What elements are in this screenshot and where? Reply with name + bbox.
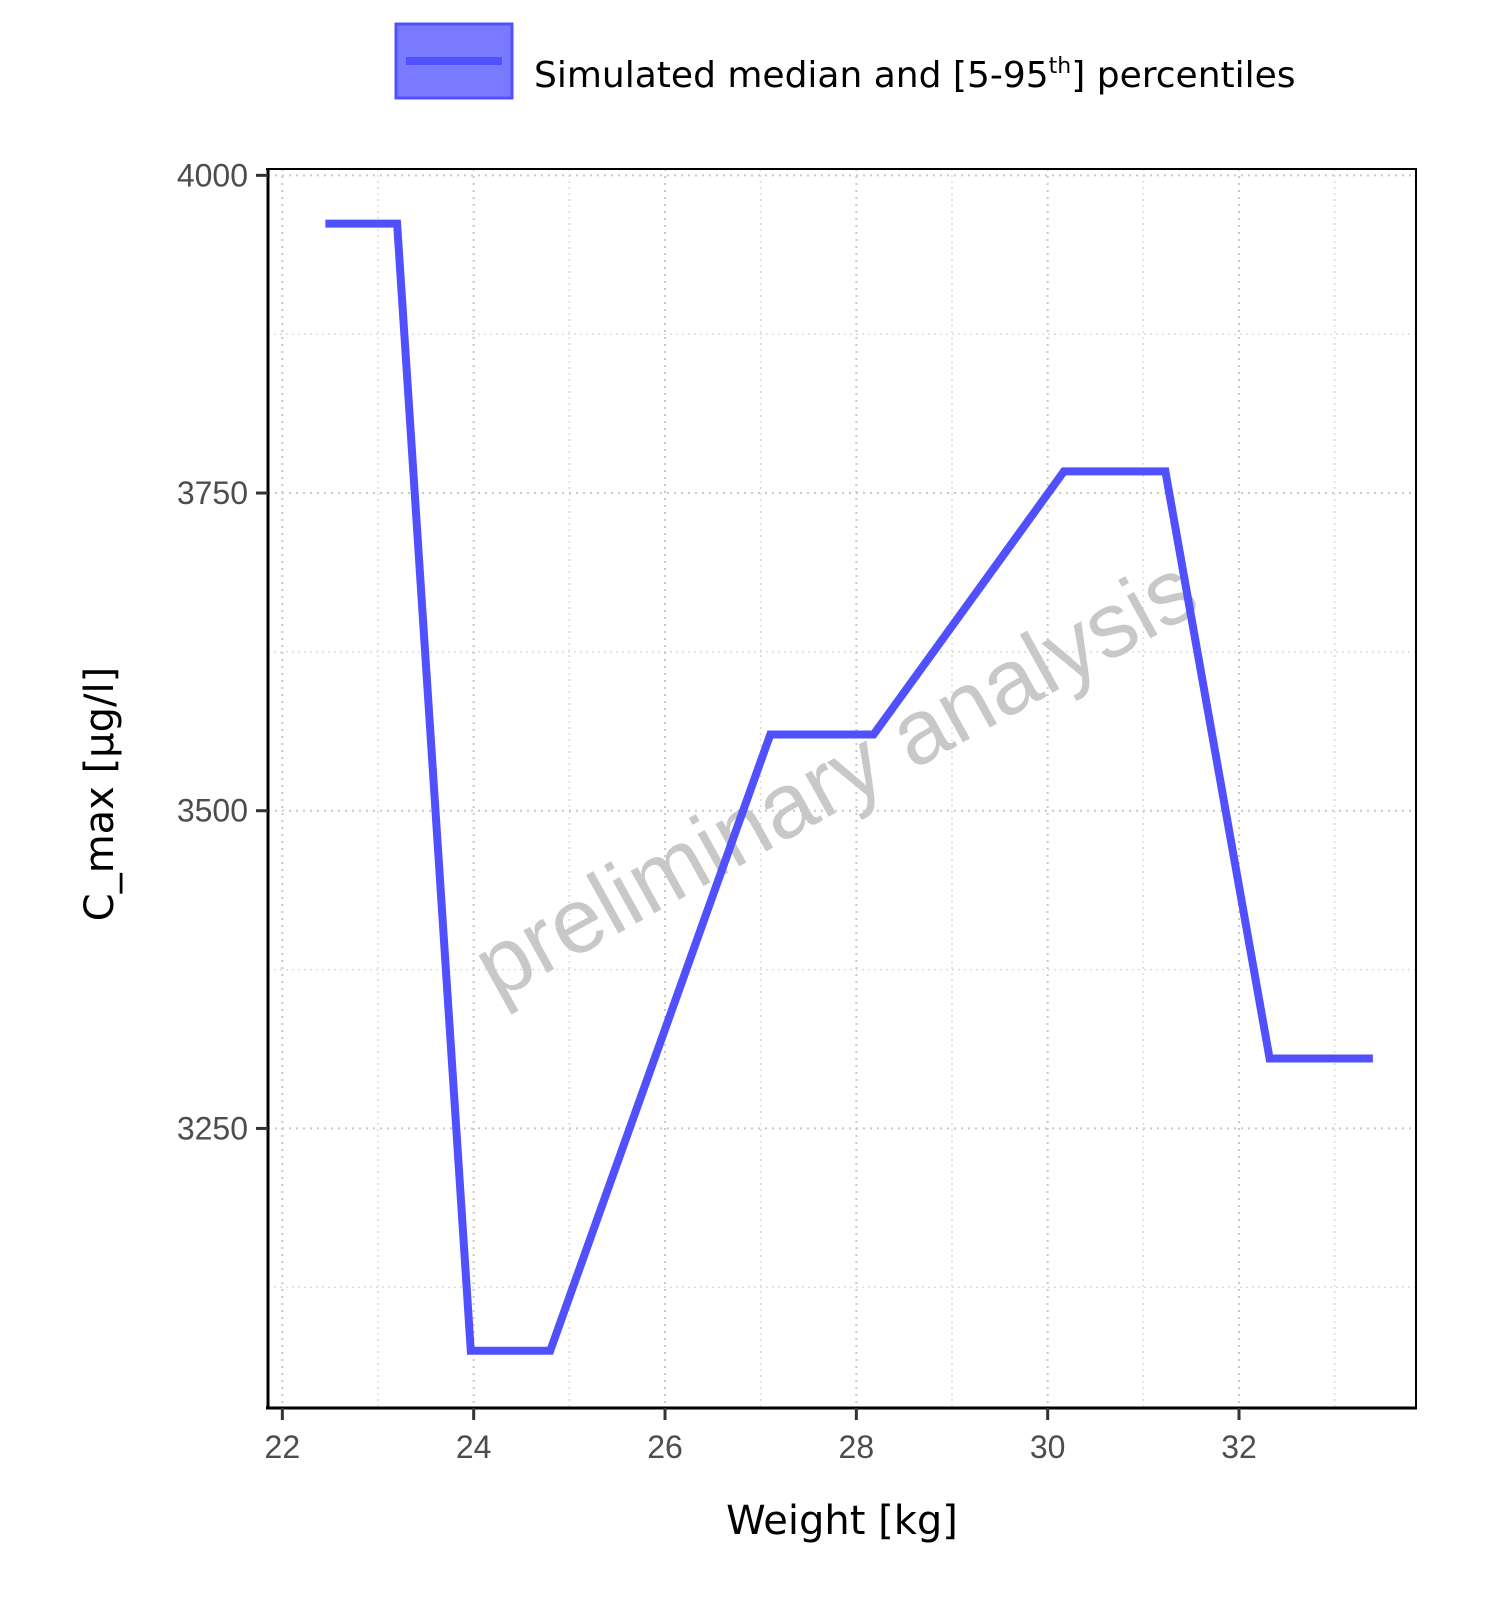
legend: Simulated median and [5-95th] percentile… xyxy=(394,22,1296,100)
x-tick-label: 30 xyxy=(1030,1429,1066,1465)
series-line xyxy=(325,219,1373,1355)
y-tick-label: 4000 xyxy=(177,157,248,193)
axes xyxy=(266,168,1417,1410)
x-tick-label: 24 xyxy=(456,1429,492,1465)
watermark: preliminary analysis xyxy=(457,537,1213,1018)
y-tick-label: 3250 xyxy=(177,1110,248,1146)
x-axis-title: Weight [kg] xyxy=(726,1498,958,1544)
legend-label: Simulated median and [5-95th] percentile… xyxy=(534,54,1296,96)
series-layer xyxy=(325,219,1373,1355)
x-ticks: 22 24 26 28 30 32 xyxy=(265,1408,1257,1465)
major-gridlines xyxy=(268,169,1416,1408)
x-tick-label: 22 xyxy=(265,1429,301,1465)
x-tick-label: 26 xyxy=(647,1429,683,1465)
x-tick-label: 28 xyxy=(839,1429,875,1465)
y-tick-label: 3500 xyxy=(177,793,248,829)
minor-gridlines xyxy=(268,169,1416,1408)
y-axis-title: C_max [µg/l] xyxy=(77,667,123,921)
y-ticks: 3250 3500 3750 4000 xyxy=(177,157,268,1146)
x-tick-label: 32 xyxy=(1221,1429,1257,1465)
y-tick-label: 3750 xyxy=(177,475,248,511)
